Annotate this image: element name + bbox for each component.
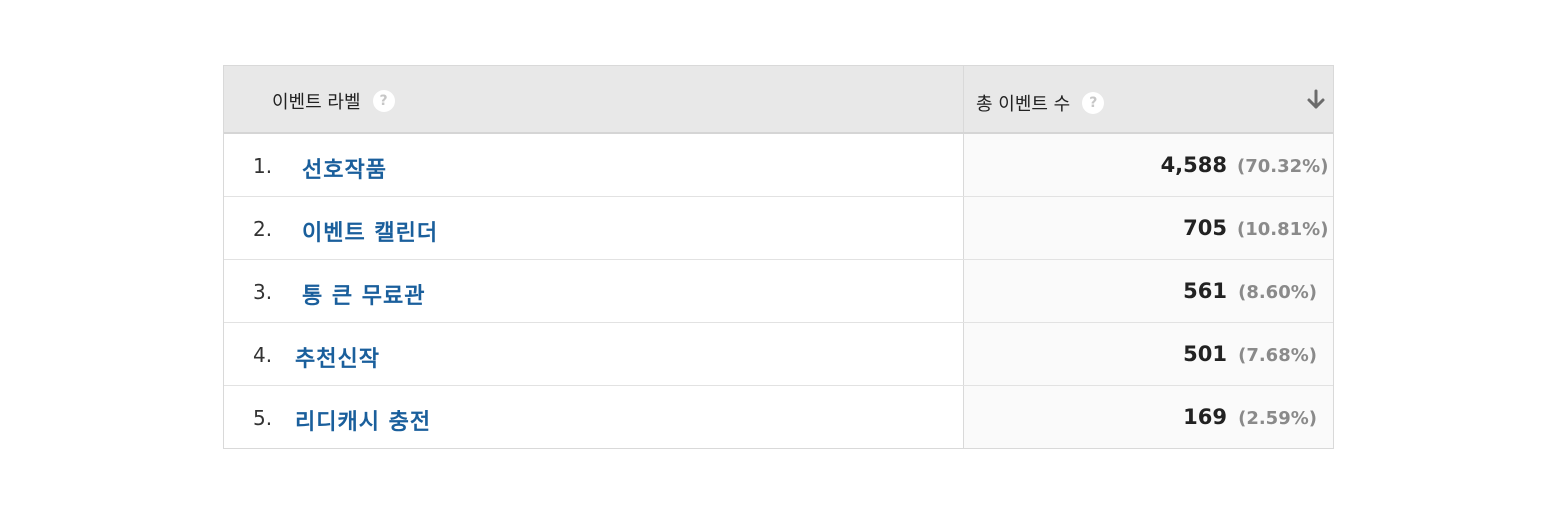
metric-value: 169 [1183, 405, 1227, 429]
metric-percentage: (10.81%) [1237, 219, 1329, 240]
table-row: 4. 추천신작 501 (7.68%) [224, 323, 1333, 386]
metric-column-header[interactable]: 총 이벤트 수 ? [964, 66, 1333, 132]
event-label-link[interactable]: 선호작품 [302, 158, 387, 183]
arrow-down-icon[interactable] [1305, 88, 1327, 112]
label-column-header[interactable]: 이벤트 라벨 ? [224, 66, 964, 132]
metric-value: 501 [1183, 342, 1227, 366]
event-label-link[interactable]: 이벤트 캘린더 [302, 221, 439, 246]
help-icon[interactable]: ? [372, 90, 395, 112]
row-index: 3. [253, 280, 273, 304]
event-label-link[interactable]: 통 큰 무료관 [302, 284, 426, 309]
table-row: 3. 통 큰 무료관 561 (8.60%) [224, 260, 1333, 323]
table-row: 2. 이벤트 캘린더 705 (10.81%) [224, 197, 1333, 260]
metric-percentage: (8.60%) [1238, 282, 1317, 303]
metric-percentage: (7.68%) [1238, 345, 1317, 366]
event-label-link[interactable]: 리디캐시 충전 [295, 410, 432, 435]
metric-value: 4,588 [1160, 153, 1227, 177]
row-index: 2. [253, 217, 273, 241]
metric-value: 561 [1183, 279, 1227, 303]
row-index: 5. [253, 406, 273, 430]
table-row: 5. 리디캐시 충전 169 (2.59%) [224, 386, 1333, 448]
row-index: 4. [253, 343, 273, 367]
table-row: 1. 선호작품 4,588 (70.32%) [224, 134, 1333, 197]
label-column-title: 이벤트 라벨 [272, 92, 361, 113]
event-label-link[interactable]: 추천신작 [295, 347, 380, 372]
metric-percentage: (70.32%) [1237, 156, 1329, 177]
table-header-row: 이벤트 라벨 ? 총 이벤트 수 ? [224, 66, 1333, 134]
event-label-table: 이벤트 라벨 ? 총 이벤트 수 ? 1. 선호작품 4,588 (70.32%… [223, 65, 1334, 449]
help-icon[interactable]: ? [1082, 92, 1105, 114]
metric-percentage: (2.59%) [1238, 408, 1317, 429]
metric-value: 705 [1183, 216, 1227, 240]
row-index: 1. [253, 154, 273, 178]
metric-column-title: 총 이벤트 수 [976, 94, 1071, 115]
